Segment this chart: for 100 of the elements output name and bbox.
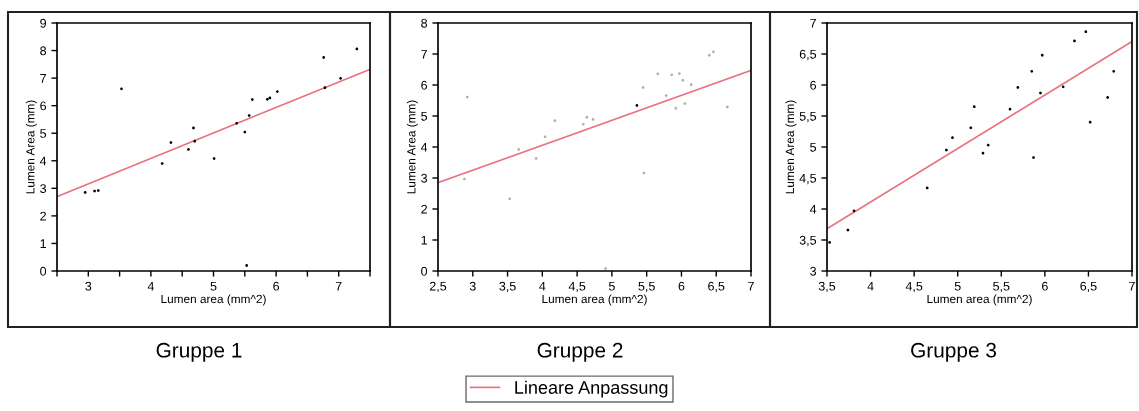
y-tick-label: 3 [421, 173, 428, 183]
point [193, 139, 197, 143]
text: Gruppe 3 [911, 342, 997, 362]
x-tick-label: 4 [539, 281, 546, 291]
point [96, 189, 100, 192]
x-tick-label: 7 [748, 281, 754, 291]
legend-label: Lineare Anpassung [515, 380, 668, 398]
point [1039, 91, 1042, 95]
x-axis-title: Lumen area (mm^2) [542, 294, 647, 306]
point [681, 78, 685, 82]
point [677, 72, 681, 75]
y-tick-label: 6 [810, 80, 817, 90]
point [707, 53, 711, 57]
point [591, 118, 595, 121]
x-tick-label: 4 [867, 281, 874, 291]
point [1073, 39, 1076, 43]
y-axis-title: Lumen Area (mm) [785, 100, 797, 194]
x-tick-label: 5,5 [638, 281, 655, 293]
y-tick-label: 1 [421, 235, 427, 245]
point [1106, 96, 1109, 99]
y-tick-label: 4 [420, 142, 428, 152]
y-tick-label: 8 [421, 18, 428, 28]
x-tick-label: 7 [1129, 281, 1135, 291]
point [508, 197, 512, 201]
point [689, 83, 693, 87]
y-axis-title: Lumen Area (mm) [406, 100, 418, 194]
x-tick-label: 6 [1042, 281, 1048, 291]
text: Gruppe 1 [156, 342, 242, 362]
point [247, 114, 251, 117]
point [712, 50, 715, 54]
text: Gruppe 2 [537, 342, 623, 362]
point [670, 73, 674, 77]
y-tick-label: 5 [421, 111, 428, 121]
y-tick-label: 2 [421, 204, 427, 214]
x-tick-label: 6 [273, 281, 280, 291]
point [187, 148, 190, 151]
point [1016, 86, 1020, 89]
point [323, 86, 327, 90]
point [235, 121, 239, 125]
x-tick-label: 3 [469, 281, 476, 291]
y-tick-label: 9 [40, 18, 46, 28]
x-tick-label: 6,5 [708, 281, 725, 293]
y-tick-label: 2 [40, 211, 46, 221]
point [160, 162, 164, 165]
x-axis-title: Lumen area (mm^2) [161, 294, 266, 306]
y-tick-label: 0 [40, 266, 47, 276]
x-tick-label: 5 [954, 281, 961, 291]
point [1032, 156, 1035, 159]
y-tick-label: 4 [809, 204, 817, 214]
point [275, 90, 279, 93]
point [1084, 30, 1088, 34]
x-tick-label: 4,5 [568, 281, 586, 293]
point [664, 94, 668, 97]
y-tick-label: 7 [810, 18, 816, 28]
x-tick-label: 5 [210, 281, 217, 291]
point [1040, 53, 1044, 57]
y-tick-label: 4 [39, 156, 47, 166]
point [604, 267, 608, 270]
point [972, 105, 976, 109]
point [120, 87, 123, 91]
point [463, 177, 466, 181]
x-tick-label: 7 [335, 281, 342, 291]
y-tick-label: 7 [40, 74, 46, 83]
y-tick-label: 6 [40, 101, 47, 111]
point [969, 126, 973, 130]
y-tick-label: 1 [40, 239, 46, 248]
x-tick-label: 5 [608, 281, 615, 291]
y-tick-label: 5 [810, 142, 817, 152]
y-tick-label: 3 [40, 184, 47, 193]
x-tick-label: 2,5 [429, 281, 447, 293]
point [581, 122, 585, 126]
point [951, 136, 954, 140]
point [534, 157, 538, 160]
x-tick-label: 6,5 [1080, 281, 1097, 293]
x-tick-label: 4 [147, 281, 155, 291]
point [725, 105, 729, 109]
point [683, 102, 687, 105]
point [1030, 69, 1034, 73]
point [245, 264, 249, 267]
y-tick-label: 6,5 [799, 49, 817, 61]
point [1112, 69, 1116, 73]
point [656, 72, 660, 76]
y-tick-label: 5 [40, 129, 47, 138]
y-axis-title: Lumen Area (mm) [25, 100, 37, 194]
point [192, 126, 195, 130]
x-tick-label: 3 [85, 281, 92, 291]
point [945, 148, 948, 152]
point [250, 98, 254, 101]
y-tick-label: 6 [421, 80, 428, 90]
point [93, 189, 96, 193]
point [828, 241, 831, 244]
point [169, 141, 173, 144]
point [641, 86, 645, 89]
y-tick-label: 7 [421, 49, 427, 59]
x-tick-label: 3,5 [499, 281, 516, 293]
y-tick-label: 3 [810, 266, 817, 276]
point [322, 56, 326, 59]
y-tick-label: 4,5 [799, 173, 817, 185]
y-tick-label: 5,5 [799, 111, 817, 123]
x-tick-label: 5,5 [993, 281, 1010, 293]
